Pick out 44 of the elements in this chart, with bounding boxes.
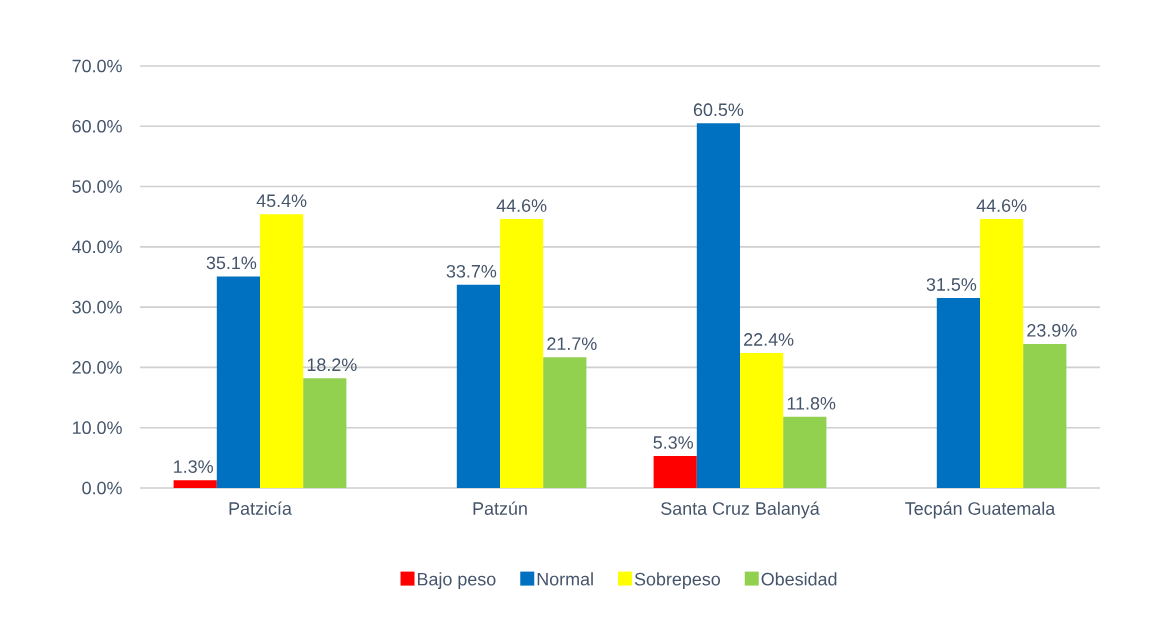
bar bbox=[173, 480, 217, 488]
data-label: 44.6% bbox=[496, 199, 547, 212]
y-tick-label: 20.0% bbox=[72, 361, 122, 374]
data-label: 60.5% bbox=[693, 103, 744, 117]
legend-label: Sobrepeso bbox=[634, 572, 720, 590]
y-tick-label: 0.0% bbox=[82, 481, 122, 495]
data-label: 21.7% bbox=[547, 337, 597, 350]
y-tick-label: 30.0% bbox=[72, 300, 122, 314]
data-label: 11.8% bbox=[787, 396, 836, 410]
y-tick-label: 60.0% bbox=[72, 119, 122, 133]
bar bbox=[980, 219, 1024, 488]
bar bbox=[260, 214, 304, 488]
data-label: 18.2% bbox=[307, 358, 357, 372]
data-label: 1.3% bbox=[174, 460, 213, 473]
data-label: 5.3% bbox=[653, 436, 693, 449]
bar bbox=[1023, 343, 1067, 488]
bar bbox=[696, 123, 741, 488]
y-tick-label: 10.0% bbox=[73, 421, 122, 435]
x-tick-label: Santa Cruz Balanyá bbox=[661, 501, 820, 519]
data-label: 22.4% bbox=[744, 333, 794, 346]
x-tick-label: Tecpán Guatemala bbox=[905, 501, 1056, 519]
legend-label: Normal bbox=[537, 572, 593, 586]
data-label: 35.1% bbox=[206, 256, 257, 270]
bar bbox=[783, 416, 827, 488]
data-label: 44.6% bbox=[976, 199, 1027, 212]
y-tick-label: 70.0% bbox=[72, 59, 122, 73]
y-tick-label: 50.0% bbox=[72, 180, 122, 193]
data-label: 31.5% bbox=[926, 278, 977, 291]
data-label: 33.7% bbox=[446, 264, 497, 278]
legend-label: Bajo peso bbox=[417, 572, 496, 590]
x-tick-label: Patzún bbox=[473, 501, 527, 515]
bar bbox=[740, 352, 784, 488]
x-tick-label: Patzicía bbox=[229, 501, 292, 515]
bar bbox=[303, 378, 347, 488]
bar bbox=[456, 284, 501, 488]
legend-label: Obesidad bbox=[761, 572, 837, 586]
bar bbox=[543, 357, 587, 488]
bar bbox=[216, 276, 261, 488]
y-tick-label: 40.0% bbox=[72, 240, 122, 254]
bar bbox=[936, 298, 981, 488]
data-label: 45.4% bbox=[256, 194, 307, 208]
bar bbox=[500, 219, 544, 488]
data-label: 23.9% bbox=[1027, 324, 1077, 337]
bar bbox=[653, 456, 697, 488]
